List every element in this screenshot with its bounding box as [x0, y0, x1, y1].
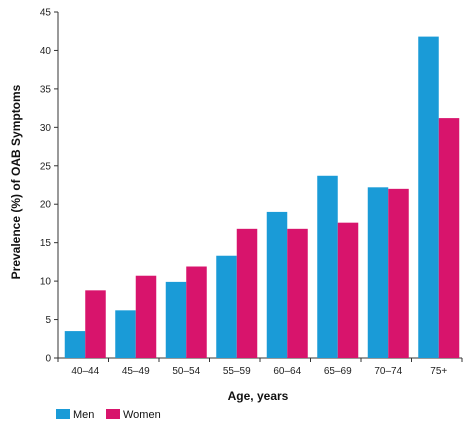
x-tick-label: 50–54 — [172, 366, 200, 377]
bar-women-2 — [186, 266, 207, 358]
bar-women-3 — [236, 228, 258, 358]
bar-men-4 — [266, 211, 288, 358]
bar-women-4 — [287, 228, 308, 358]
y-tick-label: 40 — [40, 46, 52, 57]
x-tick-label: 75+ — [430, 366, 447, 377]
x-tick-label: 55–59 — [223, 366, 251, 377]
x-tick-label: 70–74 — [374, 366, 402, 377]
legend: Men Women — [56, 409, 161, 421]
bar-men-3 — [216, 255, 237, 358]
y-tick-label: 30 — [40, 123, 52, 134]
bar-women-1 — [135, 275, 157, 358]
legend-label-women: Women — [123, 409, 161, 421]
x-tick-label: 60–64 — [273, 366, 301, 377]
x-tick-label: 45–49 — [122, 366, 150, 377]
bar-women-5 — [337, 222, 359, 358]
legend-label-men: Men — [73, 409, 94, 421]
y-tick-label: 10 — [40, 277, 52, 288]
x-axis: 40–44 45–49 50–54 55–59 60–64 65–69 70–74 75+ — [57, 358, 463, 377]
bar-men-7 — [418, 36, 439, 359]
x-tick-label: 65–69 — [324, 366, 352, 377]
y-axis: 0 5 10 15 20 25 30 35 40 45 — [40, 8, 58, 365]
y-axis-title: Prevalence (%) of OAB Symptoms — [9, 84, 23, 279]
y-tick-label: 45 — [40, 8, 52, 19]
bar-men-6 — [367, 187, 389, 358]
bar-men-0 — [64, 331, 86, 358]
bars-group — [64, 36, 460, 359]
y-tick-label: 15 — [40, 238, 52, 249]
x-tick-label: 40–44 — [71, 366, 99, 377]
bar-men-2 — [165, 281, 187, 358]
bar-men-5 — [317, 175, 338, 358]
bar-women-0 — [85, 290, 106, 358]
y-tick-label: 5 — [45, 315, 51, 326]
bar-men-1 — [115, 310, 136, 358]
y-tick-label: 20 — [40, 200, 52, 211]
bar-women-7 — [438, 118, 460, 359]
bar-women-6 — [388, 188, 409, 358]
y-tick-label: 35 — [40, 84, 52, 95]
x-axis-title: Age, years — [228, 389, 289, 403]
legend-swatch-men — [56, 409, 70, 419]
y-tick-label: 25 — [40, 161, 52, 172]
y-tick-label: 0 — [45, 354, 51, 365]
legend-swatch-women — [106, 409, 120, 419]
